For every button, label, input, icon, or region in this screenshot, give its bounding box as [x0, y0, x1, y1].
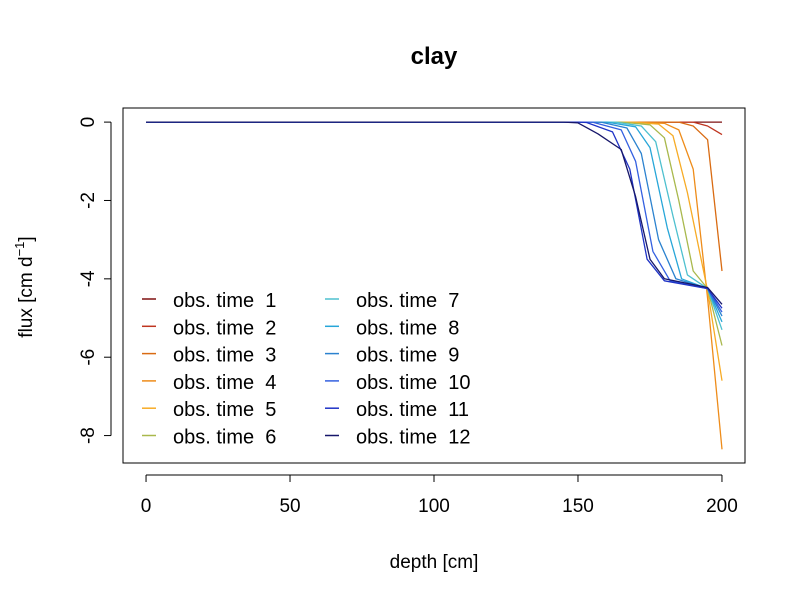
legend: obs. time 1 obs. time 2 obs. time 3 obs. ti… — [142, 290, 471, 449]
legend-item: obs. time 6 — [142, 427, 276, 449]
legend-label: obs. time 10 — [356, 372, 471, 394]
y-tick-label: -6 — [78, 349, 99, 366]
y-axis-label: flux [cm d−1] — [12, 236, 37, 337]
y-tick-label: 0 — [78, 117, 99, 128]
legend-item: obs. time 11 — [325, 399, 469, 421]
y-tick-label: -8 — [78, 427, 99, 444]
plot-frame — [122, 107, 746, 464]
legend-item: obs. time 1 — [142, 290, 276, 312]
chart-title: clay — [411, 43, 458, 70]
x-tick-label: 100 — [418, 496, 450, 517]
legend-item: obs. time 2 — [142, 317, 276, 339]
legend-label: obs. time 8 — [356, 317, 459, 339]
series-line-11 — [146, 121, 723, 309]
series-line-10 — [146, 121, 723, 313]
x-axis: 0 50 100 150 200 — [141, 474, 738, 517]
legend-item: obs. time 10 — [325, 372, 471, 394]
x-axis-label: depth [cm] — [390, 552, 479, 573]
legend-label: obs. time 1 — [173, 290, 276, 312]
legend-label: obs. time 4 — [173, 372, 276, 394]
legend-item: obs. time 12 — [325, 427, 471, 449]
y-axis: 0 -2 -4 -6 -8 — [78, 117, 112, 444]
y-axis-label-close: ] — [16, 236, 37, 241]
legend-item: obs. time 9 — [325, 345, 459, 367]
legend-item: obs. time 5 — [142, 399, 276, 421]
y-axis-label-superscript: −1 — [12, 242, 27, 257]
y-tick-label: -2 — [78, 192, 99, 209]
y-axis-label-main: flux [cm d — [16, 256, 37, 337]
legend-label: obs. time 7 — [356, 290, 459, 312]
legend-label: obs. time 12 — [356, 427, 471, 449]
x-tick-label: 50 — [279, 496, 300, 517]
legend-label: obs. time 5 — [173, 399, 276, 421]
legend-item: obs. time 3 — [142, 345, 276, 367]
x-tick-label: 200 — [706, 496, 738, 517]
legend-item: obs. time 4 — [142, 372, 276, 394]
x-tick-label: 150 — [562, 496, 594, 517]
series-layer — [146, 121, 723, 450]
series-line-12 — [146, 121, 723, 305]
x-tick-label: 0 — [141, 496, 152, 517]
legend-label: obs. time 9 — [356, 345, 459, 367]
legend-label: obs. time 6 — [173, 427, 276, 449]
legend-label: obs. time 2 — [173, 317, 276, 339]
legend-item: obs. time 8 — [325, 317, 459, 339]
legend-item: obs. time 7 — [325, 290, 459, 312]
y-tick-label: -4 — [78, 270, 99, 287]
series-line-9 — [146, 121, 723, 317]
legend-label: obs. time 11 — [356, 399, 469, 421]
legend-label: obs. time 3 — [173, 345, 276, 367]
